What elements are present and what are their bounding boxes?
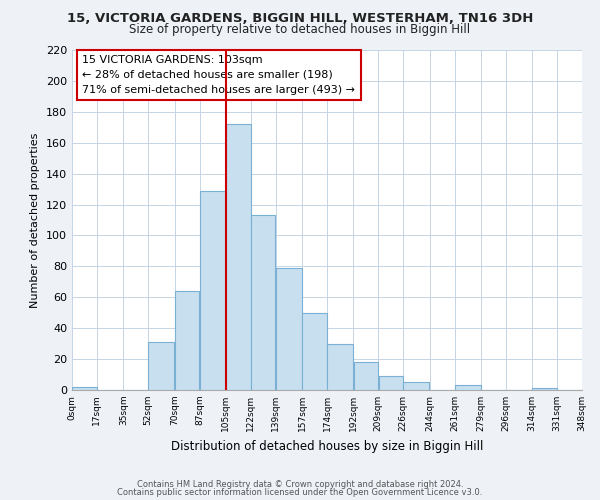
Bar — [175, 291, 199, 390]
Bar — [532, 388, 557, 390]
Text: 15 VICTORIA GARDENS: 103sqm
← 28% of detached houses are smaller (198)
71% of se: 15 VICTORIA GARDENS: 103sqm ← 28% of det… — [82, 55, 355, 94]
Text: 15, VICTORIA GARDENS, BIGGIN HILL, WESTERHAM, TN16 3DH: 15, VICTORIA GARDENS, BIGGIN HILL, WESTE… — [67, 12, 533, 26]
Bar — [327, 344, 353, 390]
Bar — [302, 312, 327, 390]
Bar — [379, 376, 403, 390]
Bar — [148, 342, 175, 390]
Text: Size of property relative to detached houses in Biggin Hill: Size of property relative to detached ho… — [130, 22, 470, 36]
Bar — [72, 387, 97, 390]
X-axis label: Distribution of detached houses by size in Biggin Hill: Distribution of detached houses by size … — [171, 440, 483, 452]
Text: Contains HM Land Registry data © Crown copyright and database right 2024.: Contains HM Land Registry data © Crown c… — [137, 480, 463, 489]
Y-axis label: Number of detached properties: Number of detached properties — [31, 132, 40, 308]
Bar — [403, 382, 430, 390]
Bar — [251, 216, 275, 390]
Bar — [226, 124, 251, 390]
Bar — [276, 268, 302, 390]
Bar — [455, 386, 481, 390]
Text: Contains public sector information licensed under the Open Government Licence v3: Contains public sector information licen… — [118, 488, 482, 497]
Bar — [353, 362, 378, 390]
Bar — [200, 190, 226, 390]
